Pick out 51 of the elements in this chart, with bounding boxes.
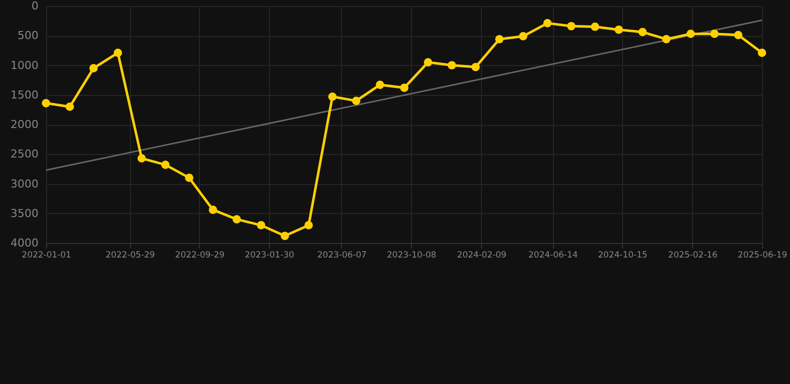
y-tick-label: 3000 [10,177,38,190]
x-tick-label: 2024-06-14 [528,250,578,260]
point [448,61,456,70]
point [208,206,218,214]
y-tick-label: 1000 [10,58,38,72]
point [424,58,432,66]
x-tick-label: 2024-02-09 [457,250,506,260]
point [328,92,337,101]
point [256,221,266,230]
point [161,160,170,169]
y-tick-label: 2500 [10,148,38,161]
x-tick-label: 2022-05-29 [106,250,155,260]
x-tick-label: 2022-09-29 [175,250,225,260]
point [304,221,313,230]
x-tick-label: 2024-10-15 [598,250,648,260]
x-tick-label: 2022-01-01 [22,250,72,260]
point [137,154,146,162]
point [66,102,74,111]
point [280,232,290,240]
point [352,96,360,105]
x-tick-label: 2023-06-07 [317,250,367,260]
point [471,62,480,72]
point [734,30,742,40]
point [590,22,600,31]
point [495,35,504,44]
point [114,48,122,57]
x-tick-label: 2023-01-30 [244,250,294,260]
point [185,174,194,182]
y-tick-label: 3500 [10,206,38,220]
point [567,22,576,30]
point [686,30,695,38]
point [710,30,719,38]
point [614,26,623,34]
point [376,80,384,89]
point [543,19,552,28]
point [232,215,241,224]
point [662,35,671,44]
point [758,48,766,57]
y-tick-label: 4000 [10,236,38,250]
point [518,32,528,40]
point [42,98,50,108]
x-tick-label: 2025-06-19 [738,250,788,260]
y-tick-label: 2000 [10,118,38,131]
y-tick-label: 1500 [10,88,38,102]
point [400,84,408,92]
point [638,28,647,36]
point [89,64,98,72]
y-tick-label: 0 [32,0,38,12]
y-tick-label: 500 [18,29,38,42]
x-tick-label: 2025-02-16 [668,250,718,260]
x-tick-label: 2023-10-08 [386,250,436,260]
